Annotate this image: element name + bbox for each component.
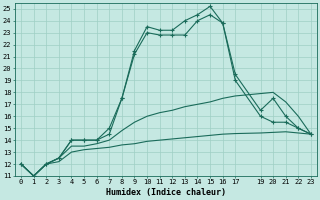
X-axis label: Humidex (Indice chaleur): Humidex (Indice chaleur) bbox=[106, 188, 226, 197]
